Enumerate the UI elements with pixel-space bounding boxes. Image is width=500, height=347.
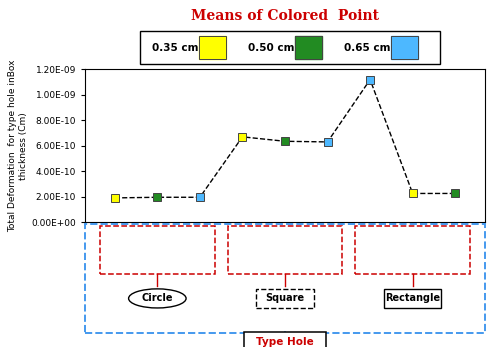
Text: Square: Square [266, 294, 304, 303]
Text: Type Hole: Type Hole [256, 337, 314, 347]
Text: Means of Colored  Point: Means of Colored Point [191, 9, 379, 23]
Text: Circle: Circle [142, 294, 173, 303]
Text: 0.50 cm: 0.50 cm [248, 43, 294, 53]
Text: Rectangle: Rectangle [385, 294, 440, 303]
Bar [390, 36, 417, 59]
Text: 0.65 cm: 0.65 cm [344, 43, 391, 53]
Y-axis label: Total Deformation  for type hole inBox
thickness (Cm): Total Deformation for type hole inBox th… [8, 59, 28, 232]
Text: 0.35 cm: 0.35 cm [152, 43, 198, 53]
Bar [198, 36, 226, 59]
Bar [198, 36, 226, 59]
Bar [390, 36, 417, 59]
Bar [294, 36, 322, 59]
Bar [294, 36, 322, 59]
